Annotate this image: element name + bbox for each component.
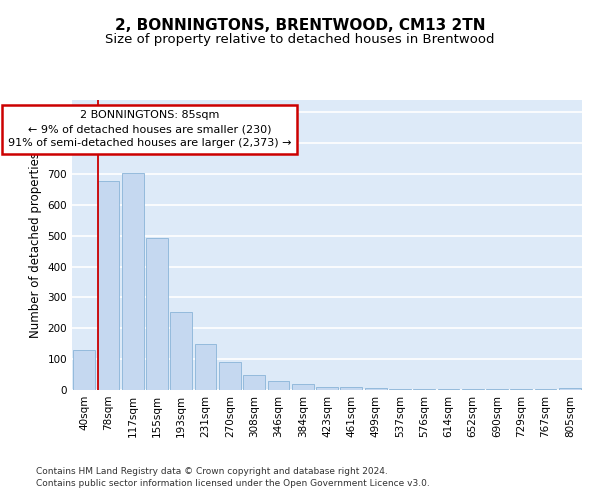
Bar <box>170 312 192 390</box>
Bar <box>462 389 484 390</box>
Bar <box>73 350 95 390</box>
Bar <box>437 389 460 390</box>
Bar <box>243 374 265 390</box>
Bar <box>219 362 241 390</box>
Bar <box>389 389 411 390</box>
Bar <box>146 238 168 390</box>
Bar <box>340 387 362 390</box>
Bar <box>268 380 289 390</box>
Bar <box>97 181 119 390</box>
Bar <box>194 344 217 390</box>
Bar <box>122 173 143 390</box>
Bar <box>413 389 435 390</box>
Text: 2, BONNINGTONS, BRENTWOOD, CM13 2TN: 2, BONNINGTONS, BRENTWOOD, CM13 2TN <box>115 18 485 32</box>
Bar <box>535 389 556 390</box>
Y-axis label: Number of detached properties: Number of detached properties <box>29 152 42 338</box>
Bar <box>559 388 581 390</box>
Text: 2 BONNINGTONS: 85sqm
← 9% of detached houses are smaller (230)
91% of semi-detac: 2 BONNINGTONS: 85sqm ← 9% of detached ho… <box>8 110 292 148</box>
Text: Contains HM Land Registry data © Crown copyright and database right 2024.: Contains HM Land Registry data © Crown c… <box>36 467 388 476</box>
Bar <box>486 389 508 390</box>
Text: Size of property relative to detached houses in Brentwood: Size of property relative to detached ho… <box>105 32 495 46</box>
Bar <box>365 388 386 390</box>
Bar <box>292 384 314 390</box>
Bar <box>511 389 532 390</box>
Bar <box>316 387 338 390</box>
Text: Contains public sector information licensed under the Open Government Licence v3: Contains public sector information licen… <box>36 478 430 488</box>
